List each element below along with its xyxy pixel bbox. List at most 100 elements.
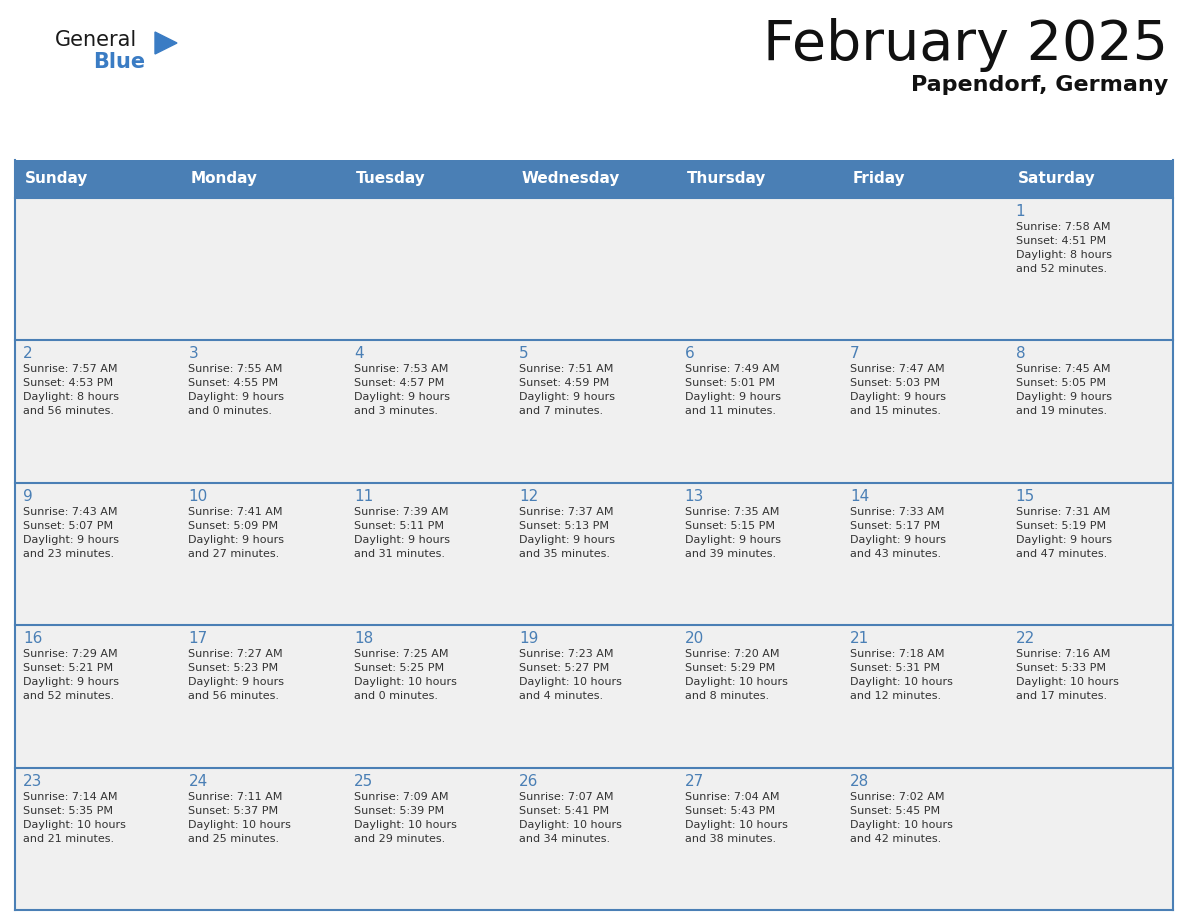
Text: and 0 minutes.: and 0 minutes. xyxy=(354,691,438,701)
Text: Tuesday: Tuesday xyxy=(356,172,425,186)
Text: 21: 21 xyxy=(851,632,870,646)
Text: 23: 23 xyxy=(23,774,43,789)
Text: Sunrise: 7:23 AM: Sunrise: 7:23 AM xyxy=(519,649,614,659)
Text: and 17 minutes.: and 17 minutes. xyxy=(1016,691,1107,701)
Text: and 56 minutes.: and 56 minutes. xyxy=(189,691,279,701)
Text: 9: 9 xyxy=(23,488,33,504)
Text: 14: 14 xyxy=(851,488,870,504)
Text: and 7 minutes.: and 7 minutes. xyxy=(519,407,604,417)
Text: Sunrise: 7:53 AM: Sunrise: 7:53 AM xyxy=(354,364,448,375)
Text: Sunrise: 7:09 AM: Sunrise: 7:09 AM xyxy=(354,791,448,801)
Text: Thursday: Thursday xyxy=(687,172,766,186)
Text: and 25 minutes.: and 25 minutes. xyxy=(189,834,279,844)
Text: Sunset: 5:31 PM: Sunset: 5:31 PM xyxy=(851,663,940,673)
Text: 22: 22 xyxy=(1016,632,1035,646)
Text: and 4 minutes.: and 4 minutes. xyxy=(519,691,604,701)
Text: Daylight: 9 hours: Daylight: 9 hours xyxy=(684,392,781,402)
Text: Sunrise: 7:07 AM: Sunrise: 7:07 AM xyxy=(519,791,614,801)
Text: and 23 minutes.: and 23 minutes. xyxy=(23,549,114,559)
Text: Sunrise: 7:02 AM: Sunrise: 7:02 AM xyxy=(851,791,944,801)
Text: Sunrise: 7:57 AM: Sunrise: 7:57 AM xyxy=(23,364,118,375)
Text: Sunset: 5:39 PM: Sunset: 5:39 PM xyxy=(354,806,444,815)
Text: Sunrise: 7:41 AM: Sunrise: 7:41 AM xyxy=(189,507,283,517)
Bar xyxy=(15,160,1173,198)
Text: 1: 1 xyxy=(1016,204,1025,219)
Text: 17: 17 xyxy=(189,632,208,646)
Text: and 52 minutes.: and 52 minutes. xyxy=(23,691,114,701)
Text: 3: 3 xyxy=(189,346,198,362)
Text: Sunrise: 7:27 AM: Sunrise: 7:27 AM xyxy=(189,649,283,659)
Text: Daylight: 10 hours: Daylight: 10 hours xyxy=(1016,677,1118,688)
Text: Sunrise: 7:43 AM: Sunrise: 7:43 AM xyxy=(23,507,118,517)
Text: and 38 minutes.: and 38 minutes. xyxy=(684,834,776,844)
Text: Blue: Blue xyxy=(93,52,145,72)
Text: 28: 28 xyxy=(851,774,870,789)
Text: Sunset: 5:03 PM: Sunset: 5:03 PM xyxy=(851,378,940,388)
Text: and 39 minutes.: and 39 minutes. xyxy=(684,549,776,559)
Text: Daylight: 9 hours: Daylight: 9 hours xyxy=(851,535,946,544)
Text: Sunrise: 7:35 AM: Sunrise: 7:35 AM xyxy=(684,507,779,517)
Text: and 34 minutes.: and 34 minutes. xyxy=(519,834,611,844)
Text: Sunset: 4:51 PM: Sunset: 4:51 PM xyxy=(1016,236,1106,246)
Text: Daylight: 10 hours: Daylight: 10 hours xyxy=(684,677,788,688)
Text: Sunrise: 7:31 AM: Sunrise: 7:31 AM xyxy=(1016,507,1110,517)
Text: and 52 minutes.: and 52 minutes. xyxy=(1016,264,1107,274)
Text: Daylight: 9 hours: Daylight: 9 hours xyxy=(189,677,284,688)
Text: 16: 16 xyxy=(23,632,43,646)
Text: Sunrise: 7:51 AM: Sunrise: 7:51 AM xyxy=(519,364,614,375)
Text: Daylight: 9 hours: Daylight: 9 hours xyxy=(1016,535,1112,544)
Text: and 19 minutes.: and 19 minutes. xyxy=(1016,407,1107,417)
Text: Sunrise: 7:18 AM: Sunrise: 7:18 AM xyxy=(851,649,944,659)
Text: Daylight: 8 hours: Daylight: 8 hours xyxy=(23,392,119,402)
Text: 4: 4 xyxy=(354,346,364,362)
Text: and 31 minutes.: and 31 minutes. xyxy=(354,549,444,559)
Text: Sunset: 5:19 PM: Sunset: 5:19 PM xyxy=(1016,521,1106,531)
Text: 19: 19 xyxy=(519,632,538,646)
Text: Sunset: 4:53 PM: Sunset: 4:53 PM xyxy=(23,378,113,388)
Text: and 21 minutes.: and 21 minutes. xyxy=(23,834,114,844)
Text: Sunset: 5:11 PM: Sunset: 5:11 PM xyxy=(354,521,444,531)
Text: and 11 minutes.: and 11 minutes. xyxy=(684,407,776,417)
Text: and 8 minutes.: and 8 minutes. xyxy=(684,691,769,701)
Text: Sunset: 5:33 PM: Sunset: 5:33 PM xyxy=(1016,663,1106,673)
Text: Sunrise: 7:25 AM: Sunrise: 7:25 AM xyxy=(354,649,448,659)
Text: Sunset: 5:27 PM: Sunset: 5:27 PM xyxy=(519,663,609,673)
Text: Daylight: 10 hours: Daylight: 10 hours xyxy=(519,677,623,688)
Text: Sunset: 5:29 PM: Sunset: 5:29 PM xyxy=(684,663,775,673)
Text: Sunset: 5:07 PM: Sunset: 5:07 PM xyxy=(23,521,113,531)
Text: and 35 minutes.: and 35 minutes. xyxy=(519,549,611,559)
Text: 6: 6 xyxy=(684,346,695,362)
Text: and 47 minutes.: and 47 minutes. xyxy=(1016,549,1107,559)
Text: Sunrise: 7:55 AM: Sunrise: 7:55 AM xyxy=(189,364,283,375)
Bar xyxy=(15,483,1173,625)
Text: Sunset: 5:35 PM: Sunset: 5:35 PM xyxy=(23,806,113,815)
Text: Sunrise: 7:33 AM: Sunrise: 7:33 AM xyxy=(851,507,944,517)
Text: Sunset: 5:09 PM: Sunset: 5:09 PM xyxy=(189,521,278,531)
Text: General: General xyxy=(55,30,138,50)
Text: Sunrise: 7:45 AM: Sunrise: 7:45 AM xyxy=(1016,364,1110,375)
Text: Sunset: 5:15 PM: Sunset: 5:15 PM xyxy=(684,521,775,531)
Text: Sunset: 4:57 PM: Sunset: 4:57 PM xyxy=(354,378,444,388)
Text: Sunset: 4:55 PM: Sunset: 4:55 PM xyxy=(189,378,278,388)
Text: Sunset: 5:43 PM: Sunset: 5:43 PM xyxy=(684,806,775,815)
Bar xyxy=(15,625,1173,767)
Text: and 0 minutes.: and 0 minutes. xyxy=(189,407,272,417)
Text: Daylight: 10 hours: Daylight: 10 hours xyxy=(519,820,623,830)
Text: Sunrise: 7:29 AM: Sunrise: 7:29 AM xyxy=(23,649,118,659)
Text: Daylight: 9 hours: Daylight: 9 hours xyxy=(354,392,450,402)
Text: Sunset: 5:25 PM: Sunset: 5:25 PM xyxy=(354,663,444,673)
Bar xyxy=(15,341,1173,483)
Text: Daylight: 9 hours: Daylight: 9 hours xyxy=(519,392,615,402)
Text: Daylight: 9 hours: Daylight: 9 hours xyxy=(23,677,119,688)
Text: Sunset: 5:17 PM: Sunset: 5:17 PM xyxy=(851,521,940,531)
Text: Monday: Monday xyxy=(190,172,258,186)
Text: Sunset: 5:23 PM: Sunset: 5:23 PM xyxy=(189,663,278,673)
Text: and 12 minutes.: and 12 minutes. xyxy=(851,691,941,701)
Text: Daylight: 9 hours: Daylight: 9 hours xyxy=(354,535,450,544)
Bar xyxy=(15,767,1173,910)
Text: and 3 minutes.: and 3 minutes. xyxy=(354,407,438,417)
Text: Sunrise: 7:04 AM: Sunrise: 7:04 AM xyxy=(684,791,779,801)
Text: 26: 26 xyxy=(519,774,538,789)
Text: Daylight: 10 hours: Daylight: 10 hours xyxy=(851,677,953,688)
Text: Sunset: 5:13 PM: Sunset: 5:13 PM xyxy=(519,521,609,531)
